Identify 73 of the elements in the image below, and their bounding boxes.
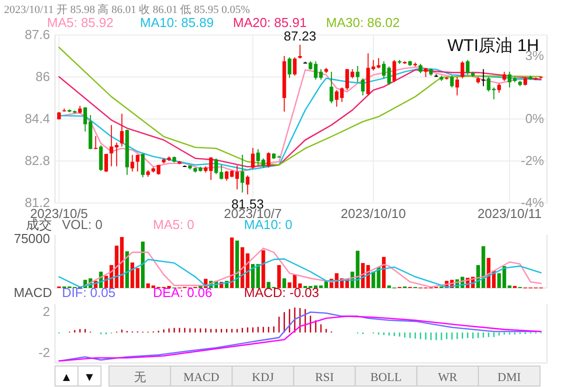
candlestick (466, 59, 470, 75)
y-tick-label: 81.2 (24, 195, 50, 210)
bar (136, 268, 140, 288)
candlestick (497, 83, 501, 94)
y-tick-label: 2 (42, 304, 50, 320)
chart-title: MACD (14, 285, 52, 300)
candlestick (130, 154, 134, 172)
candlestick (94, 136, 98, 150)
text: DIF: 0.05 (62, 285, 116, 300)
text: DMI (498, 370, 521, 384)
y2-tick-label: -2% (520, 153, 544, 168)
candlestick (288, 56, 292, 78)
candlestick (502, 71, 506, 82)
series-label: MACD: -0.03 (244, 285, 320, 300)
y2-tick-label: 0% (525, 111, 544, 126)
text: MA20: 85.91 (233, 15, 307, 30)
candlestick (460, 60, 464, 79)
text: MA30: 86.02 (326, 15, 400, 30)
annotation: 87.23 (284, 28, 316, 44)
series-label: MA5: 0 (153, 217, 194, 232)
candlestick (104, 153, 108, 173)
candlestick (251, 147, 255, 170)
bar (230, 238, 234, 288)
text: 无 (134, 370, 146, 384)
bar (256, 264, 260, 288)
text: MA10: 0 (244, 217, 292, 232)
y-tick-label: -2 (38, 344, 50, 360)
text: ▲ (60, 370, 72, 384)
candlestick (140, 153, 145, 178)
candlestick (392, 59, 396, 83)
text: KDJ (252, 370, 274, 384)
text: 75000 (14, 231, 50, 246)
text: MACD (183, 370, 220, 384)
candlestick (455, 76, 460, 96)
text: DEA: 0.06 (153, 285, 212, 300)
text: MA5: 85.92 (47, 15, 114, 30)
chart-title: 成交 (26, 217, 52, 232)
candlestick (418, 63, 422, 74)
text: WR (438, 370, 458, 384)
candlestick (110, 124, 114, 167)
candlestick (361, 78, 365, 96)
bar (277, 265, 281, 288)
bar (372, 272, 376, 288)
candlestick (246, 174, 250, 195)
text: ▼ (84, 370, 96, 384)
candlestick (292, 56, 297, 76)
bar (282, 278, 286, 288)
candlestick (114, 142, 118, 167)
candlestick (235, 164, 239, 190)
series-label: VOL: 0 (62, 217, 102, 232)
candlestick (482, 68, 486, 87)
candlestick (376, 58, 380, 69)
candlestick (266, 152, 270, 168)
candlestick (99, 144, 103, 172)
candlestick (298, 44, 302, 60)
text: BOLL (370, 370, 402, 384)
text: RSI (315, 370, 334, 384)
chart-subtitle: 2023/10/11 开 85.98 高 86.01 收 86.01 低 85.95 0.05% (4, 3, 250, 16)
candlestick (356, 65, 360, 83)
bar (261, 250, 266, 288)
y-tick-label: 84.4 (24, 111, 50, 126)
candlestick (120, 113, 124, 148)
candlestick (330, 71, 334, 104)
x-tick-label: 2023/10/10 (340, 206, 406, 221)
bar (130, 262, 134, 288)
y-tick-label: 82.8 (24, 153, 50, 168)
candlestick (240, 154, 244, 193)
candlestick (136, 154, 140, 172)
y-tick-label: 86 (36, 69, 50, 84)
candlestick (450, 75, 454, 88)
y-tick-label: 87.6 (24, 27, 50, 42)
text: MA10: 85.89 (140, 15, 214, 30)
candlestick (424, 67, 428, 78)
